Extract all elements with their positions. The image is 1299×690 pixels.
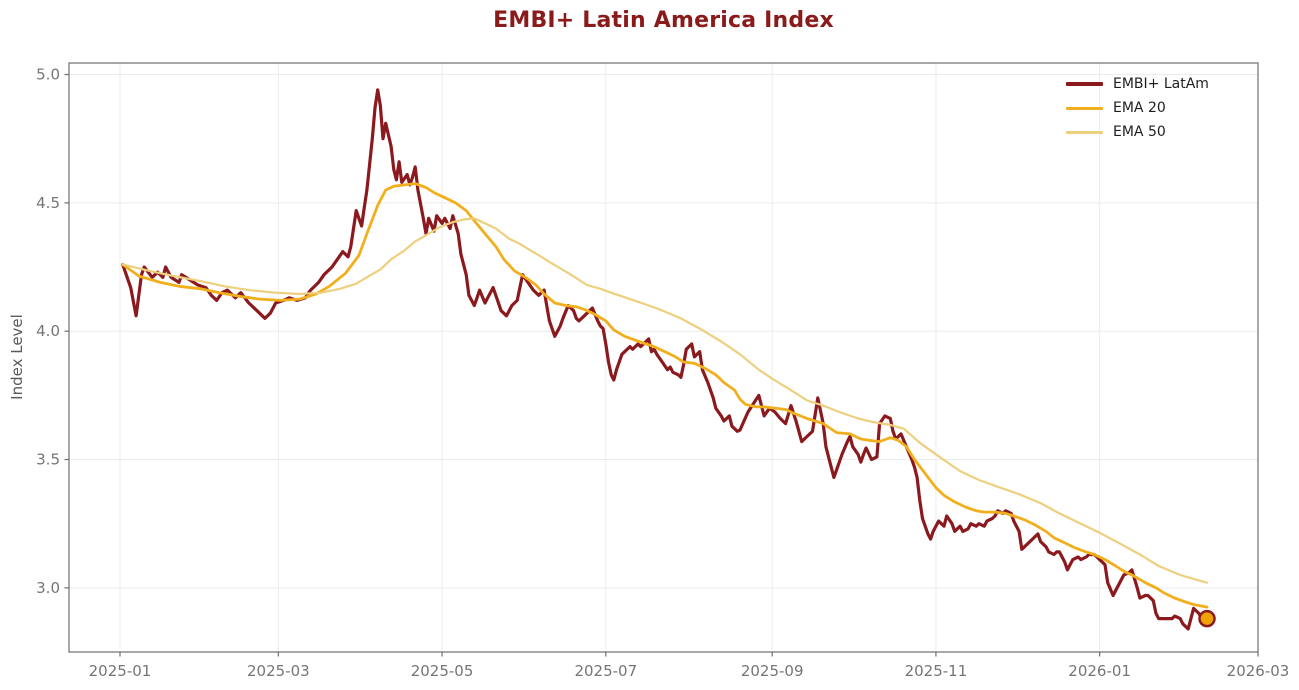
legend-item-ema-50: EMA 50 [1066,120,1209,144]
y-tick-label: 5.0 [36,66,60,84]
legend-label: EMA 20 [1113,100,1166,116]
legend: EMBI+ LatAm EMA 20 EMA 50 [1066,72,1209,144]
x-tick-label: 2025-03 [247,662,310,680]
legend-item-embi-latam: EMBI+ LatAm [1066,72,1209,96]
x-tick-label: 2026-03 [1227,662,1290,680]
x-tick-label: 2026-01 [1068,662,1131,680]
legend-swatch [1066,82,1103,86]
x-tick-label: 2025-05 [411,662,474,680]
series-embi-latam [121,88,1209,631]
series-ema-50 [121,217,1209,584]
last-point-marker [1198,609,1216,628]
x-tick-label: 2025-11 [905,662,968,680]
y-tick-label: 3.0 [36,579,60,597]
x-tick-label: 2025-01 [89,662,152,680]
series-ema-20 [121,182,1209,609]
y-tick-label: 3.5 [36,451,60,469]
x-tick-label: 2025-07 [574,662,637,680]
y-tick-label: 4.5 [36,194,60,212]
plot-frame [68,62,1259,653]
chart-title: EMBI+ Latin America Index [493,8,834,33]
x-tick-label: 2025-09 [741,662,804,680]
y-tick-label: 4.0 [36,322,60,340]
legend-item-ema-20: EMA 20 [1066,96,1209,120]
legend-swatch [1066,130,1103,134]
legend-label: EMA 50 [1113,124,1166,140]
legend-label: EMBI+ LatAm [1113,76,1209,92]
legend-swatch [1066,106,1103,110]
